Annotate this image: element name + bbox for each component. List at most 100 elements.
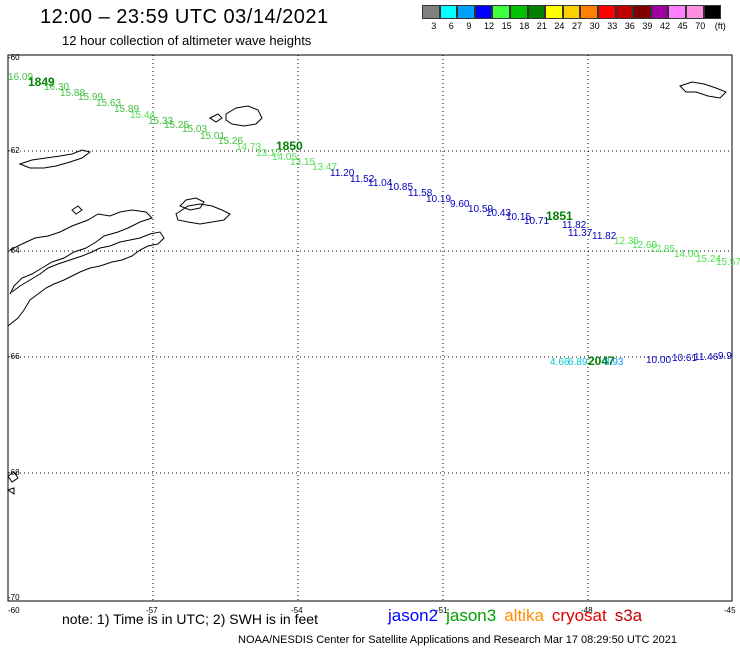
legend-swatch <box>457 5 475 19</box>
wave-height-label: 10.15 <box>506 212 531 223</box>
legend-tick-label: 27 <box>572 21 583 31</box>
wave-height-label: 13.47 <box>312 162 337 173</box>
lon-label: -60 <box>8 606 20 615</box>
wave-height-label: 11.82 <box>562 220 587 231</box>
legend-swatch <box>527 5 546 19</box>
legend-swatch <box>633 5 651 19</box>
satellite-name: jason2 <box>388 606 439 625</box>
wave-height-label: 10.85 <box>388 182 413 193</box>
wave-height-label: 15.57 <box>716 257 740 268</box>
legend-swatch <box>422 5 440 19</box>
longitude-gridlines <box>152 55 589 601</box>
track-time-label: 2047 <box>588 354 615 368</box>
satellite-name: cryosat <box>551 606 607 625</box>
joinville-island <box>175 203 231 225</box>
legend-swatch <box>650 5 669 19</box>
satellite-legend: jason2 jason3 altika cryosat s3a <box>388 606 650 626</box>
lon-label: -54 <box>291 606 303 615</box>
latitude-gridlines <box>8 150 732 474</box>
map-subtitle: 12 hour collection of altimeter wave hei… <box>62 33 312 48</box>
note-text: note: 1) Time is in UTC; 2) SWH is in fe… <box>62 611 318 627</box>
wave-height-label: 15.26 <box>218 136 243 147</box>
map-title: 12:00 – 23:59 UTC 03/14/2021 <box>40 6 329 28</box>
legend-tick-label: 33 <box>607 21 618 31</box>
lat-label: -62 <box>8 146 20 155</box>
wave-height-label: 8.93 <box>604 357 624 368</box>
legend-tick-label: 9 <box>466 21 472 31</box>
legend-tick-label: 3 <box>431 21 437 31</box>
islet-f <box>6 487 15 495</box>
lon-label: -45 <box>724 606 736 615</box>
wave-height-label: 11.46 <box>694 352 719 363</box>
lat-label: -60 <box>8 53 20 62</box>
wave-height-label: 10.71 <box>524 216 549 227</box>
lon-label: -48 <box>581 606 593 615</box>
altimeter-tracks: 16.09184916.3015.8815.9915.6315.8915.441… <box>8 72 740 368</box>
wave-height-label: 16.09 <box>8 72 33 83</box>
track-time-label: 1849 <box>28 75 55 89</box>
wave-height-label: 11.20 <box>330 168 355 179</box>
legend-swatch <box>668 5 686 19</box>
legend-swatch <box>685 5 704 19</box>
wave-height-label: 11.82 <box>592 231 617 242</box>
wave-height-label: 15.01 <box>200 131 225 142</box>
legend-tick-label: 15 <box>501 21 512 31</box>
wave-height-label: 15.63 <box>96 98 121 109</box>
south-orkney-islands <box>679 81 727 99</box>
lat-label: -66 <box>8 352 20 361</box>
wave-height-label: 15.99 <box>78 92 103 103</box>
wave-height-label: 15.03 <box>182 124 207 135</box>
south-shetland-islands <box>9 209 153 295</box>
wave-height-label: 11.52 <box>350 174 375 185</box>
wave-height-label: 16.30 <box>44 82 69 93</box>
legend-tick-label: 39 <box>642 21 653 31</box>
wave-height-label: 12.69 <box>632 240 657 251</box>
wave-height-label: 10.43 <box>486 208 511 219</box>
lon-label: -57 <box>146 606 158 615</box>
footer-credit: NOAA/NESDIS Center for Satellite Applica… <box>238 634 678 646</box>
lat-label: -68 <box>8 468 20 477</box>
wave-height-label: 4.66 <box>550 357 570 368</box>
island-b <box>209 113 223 123</box>
wave-height-label: 13.17 <box>256 148 281 159</box>
legend-tick-label: 42 <box>660 21 671 31</box>
map-frame <box>7 54 733 602</box>
islet-e <box>7 471 19 483</box>
legend-swatch <box>597 5 616 19</box>
legend-swatch <box>509 5 528 19</box>
wave-height-label: 11.37 <box>568 228 593 239</box>
satellite-name: jason3 <box>446 606 497 625</box>
legend-swatch <box>474 5 493 19</box>
legend-tick-label: 45 <box>677 21 688 31</box>
wave-height-label: 9.9 <box>718 351 732 362</box>
track-time-label: 1850 <box>276 139 303 153</box>
legend-swatch <box>492 5 510 19</box>
legend-tick-label: 12 <box>484 21 495 31</box>
legend-tick-label: 36 <box>624 21 635 31</box>
legend-labels: 3 6 9 12 15 18 21 24 27 30 33 36 39 42 45 70 (ft) <box>422 21 726 35</box>
wave-height-label: 12.85 <box>650 244 675 255</box>
legend-swatch <box>615 5 634 19</box>
color-legend: 3 6 9 12 15 18 21 24 27 30 33 36 39 42 45 70 (ft) <box>422 5 726 35</box>
wave-height-label: 11.58 <box>408 188 433 199</box>
legend-tick-label: 18 <box>519 21 530 31</box>
legend-swatches <box>422 5 722 19</box>
wave-height-label: 15.25 <box>164 120 189 131</box>
wave-height-label: 12.35 <box>614 236 639 247</box>
legend-tick-label: 24 <box>554 21 565 31</box>
wave-height-label: 10.19 <box>426 194 451 205</box>
track-time-label: 1851 <box>546 209 573 223</box>
lon-label: -51 <box>436 606 448 615</box>
small-island-d <box>71 205 83 215</box>
island-c <box>179 197 205 211</box>
wave-height-label: 6.89 <box>568 357 588 368</box>
wave-height-label: 15.44 <box>130 110 155 121</box>
wave-height-label: 11.04 <box>368 178 393 189</box>
legend-swatch <box>545 5 563 19</box>
wave-height-label: 9.60 <box>450 199 470 210</box>
coastlines <box>6 81 727 495</box>
elephant-island <box>18 149 92 169</box>
lat-label: -70 <box>8 593 20 602</box>
